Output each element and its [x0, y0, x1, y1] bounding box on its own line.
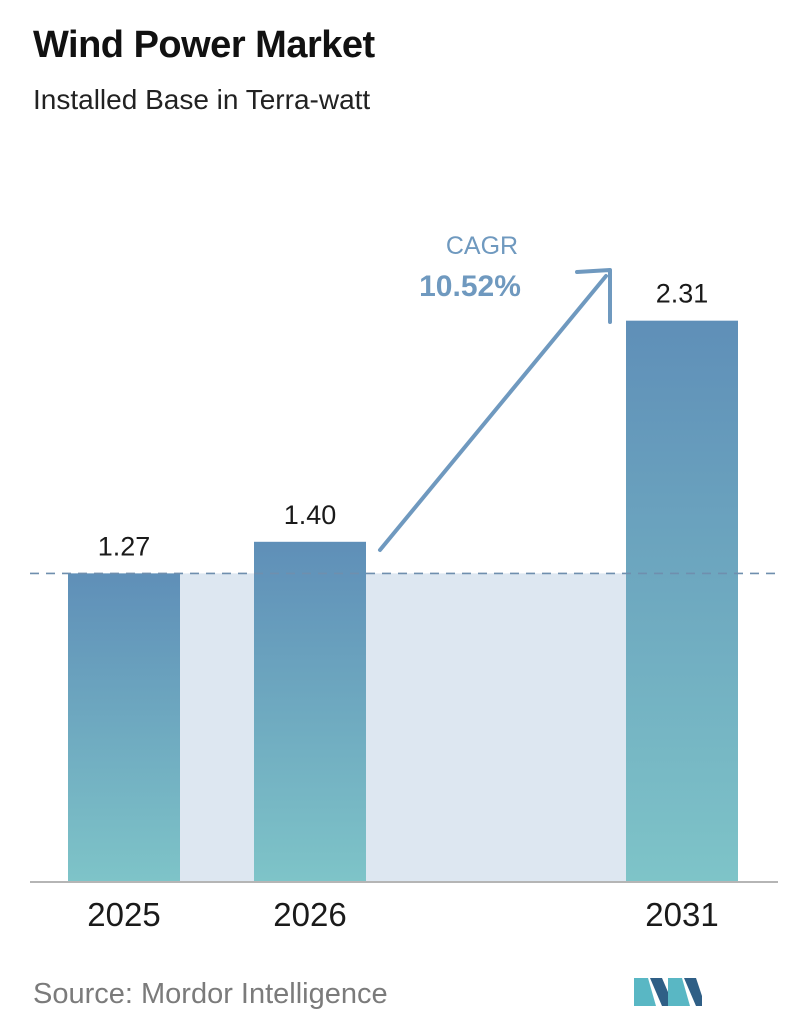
data-label-2031: 2.31 — [656, 279, 709, 309]
mordor-intelligence-logo-icon — [634, 978, 702, 1006]
x-tick-label-2031: 2031 — [645, 896, 718, 933]
cagr-value: 10.52% — [419, 270, 521, 303]
chart-title: Wind Power Market — [33, 24, 375, 66]
source-note: Source: Mordor Intelligence — [33, 978, 388, 1010]
cagr-arrow-head — [575, 268, 612, 324]
data-label-2025: 1.27 — [98, 531, 151, 561]
bar-2025 — [68, 573, 180, 882]
data-label-2026: 1.40 — [284, 500, 337, 530]
bar-2026 — [254, 541, 366, 882]
bar-2031 — [626, 320, 738, 882]
cagr-arrow — [378, 274, 608, 552]
cagr-label: CAGR — [446, 232, 518, 260]
x-tick-label-2026: 2026 — [273, 896, 346, 933]
x-tick-label-2025: 2025 — [87, 896, 160, 933]
chart-subtitle: Installed Base in Terra-watt — [33, 84, 371, 115]
